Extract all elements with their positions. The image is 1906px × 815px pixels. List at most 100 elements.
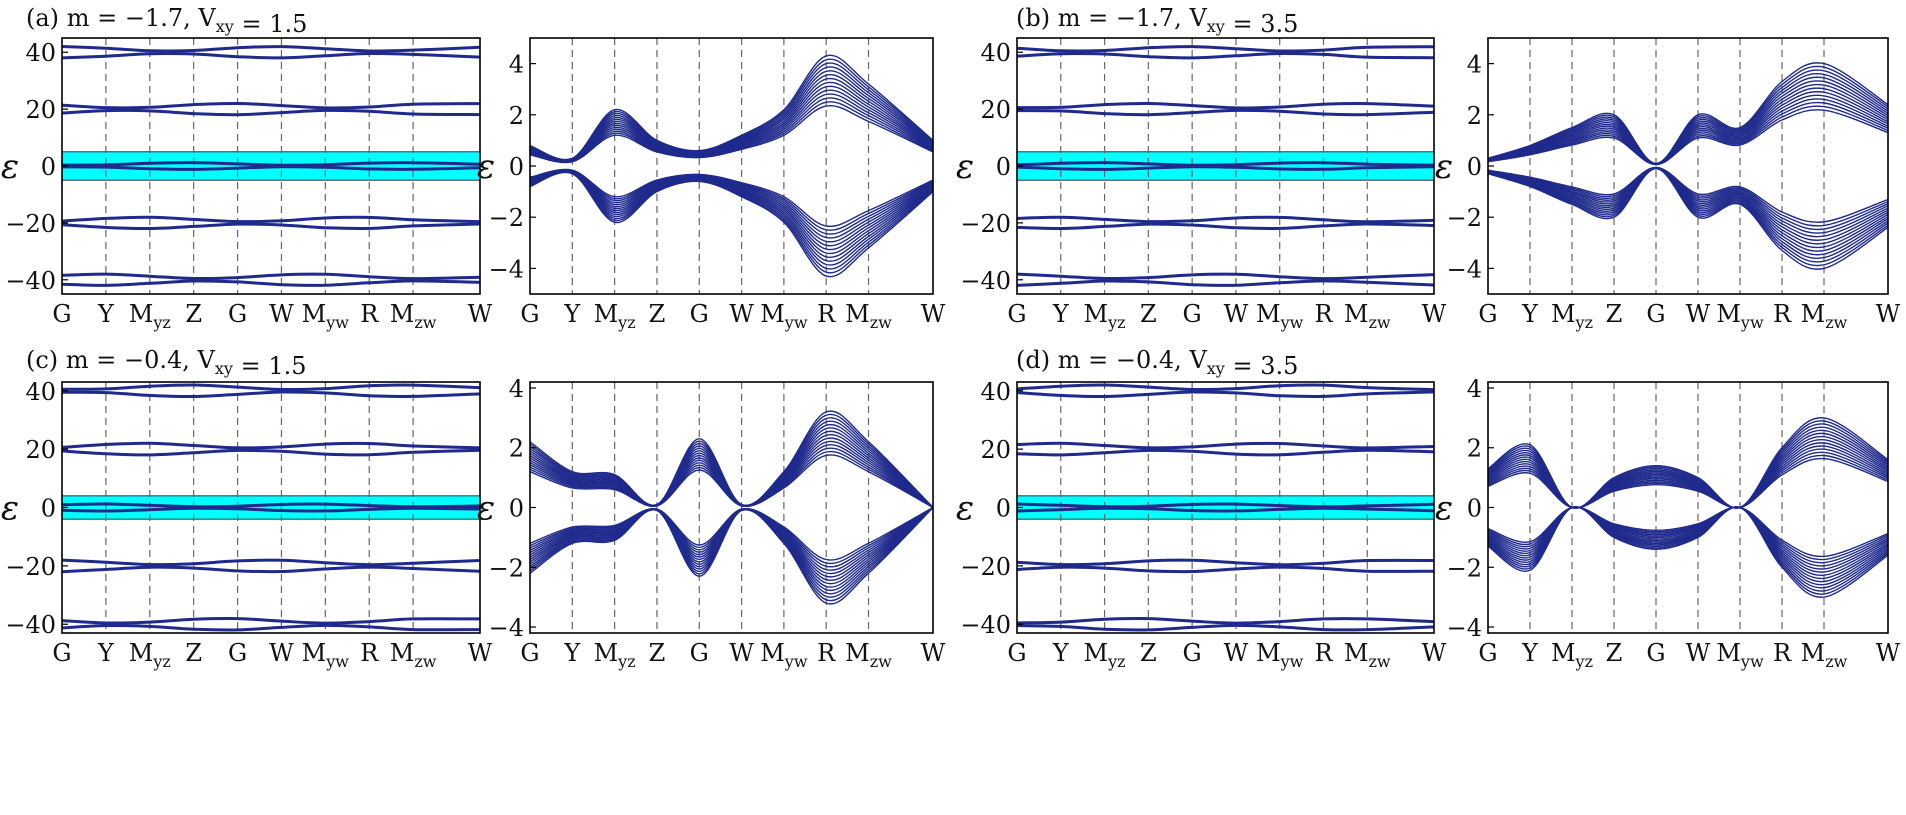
x-tick-label: Z — [649, 639, 666, 667]
band-line — [61, 502, 481, 509]
valence-band-line — [529, 506, 934, 561]
x-tick-label: G — [1478, 639, 1497, 667]
y-axis-label: ε — [1, 489, 19, 529]
x-tick-label: Y — [97, 300, 115, 328]
x-tick-label: Mzw — [1344, 300, 1391, 332]
band-line — [1016, 161, 1435, 167]
y-tick-label: −20 — [5, 553, 56, 581]
valence-band-line — [1487, 166, 1889, 234]
y-tick-label: 0 — [41, 153, 56, 181]
y-axis-label: ε — [1, 147, 19, 187]
y-tick-label: −4 — [1447, 614, 1482, 642]
x-tick-label: R — [1773, 300, 1792, 328]
conduction-band-line — [529, 104, 934, 164]
x-tick-label: G — [520, 300, 539, 328]
valence-band-line — [1487, 166, 1889, 227]
y-tick-label: 4 — [1467, 51, 1482, 79]
x-tick-label: Mzw — [845, 300, 892, 332]
y-tick-label: 0 — [996, 495, 1011, 523]
valence-band-line — [529, 506, 934, 565]
band-line — [61, 390, 481, 399]
x-tick-label: Mzw — [390, 300, 437, 332]
band-line — [61, 506, 481, 513]
x-tick-label: Myz — [129, 300, 171, 332]
x-tick-label: G — [690, 639, 709, 667]
y-tick-label: 2 — [509, 435, 524, 463]
plot-frame — [1487, 37, 1889, 295]
x-tick-label: W — [468, 300, 493, 328]
y-tick-label: −40 — [960, 267, 1011, 295]
band-line — [61, 383, 481, 392]
conduction-band-line — [1487, 457, 1889, 509]
x-tick-label: W — [468, 639, 493, 667]
conduction-band-line — [1487, 98, 1889, 166]
x-tick-label: Y — [1052, 300, 1070, 328]
band-line — [61, 45, 481, 53]
x-tick-label: W — [729, 300, 754, 328]
conduction-band-line — [529, 101, 934, 163]
y-tick-label: 0 — [996, 153, 1011, 181]
valence-band-line — [529, 506, 934, 571]
x-tick-label: R — [817, 639, 836, 667]
band-line — [1016, 279, 1435, 287]
conduction-band-line — [529, 450, 934, 509]
band-line — [61, 165, 481, 171]
x-tick-label: Y — [1521, 300, 1539, 328]
band-line — [1016, 623, 1435, 632]
y-tick-label: 0 — [1467, 153, 1482, 181]
y-tick-label: −40 — [960, 611, 1011, 639]
x-tick-label: Myw — [1256, 639, 1304, 671]
y-tick-label: 20 — [980, 96, 1011, 124]
band-line — [1016, 506, 1435, 513]
x-tick-label: W — [1686, 300, 1711, 328]
band-line — [61, 441, 481, 450]
valence-band-line — [529, 168, 934, 228]
x-tick-label: G — [52, 639, 71, 667]
y-tick-label: −4 — [1447, 255, 1482, 283]
band-line — [1016, 565, 1435, 574]
conduction-band-line — [529, 440, 934, 509]
x-tick-label: Z — [185, 300, 202, 328]
x-tick-label: G — [1183, 639, 1202, 667]
x-tick-label: G — [1183, 300, 1202, 328]
x-tick-label: W — [1422, 300, 1447, 328]
y-tick-label: 4 — [509, 375, 524, 403]
valence-band-line — [1487, 166, 1889, 223]
y-tick-label: 0 — [1467, 495, 1482, 523]
y-tick-label: −2 — [489, 204, 524, 232]
band-line — [1016, 441, 1435, 450]
x-tick-label: W — [269, 300, 294, 328]
y-tick-label: −20 — [960, 553, 1011, 581]
valence-band-line — [529, 169, 934, 231]
band-line — [61, 272, 481, 281]
y-axis-label: ε — [1435, 489, 1453, 529]
band-line — [1016, 45, 1435, 53]
x-tick-label: W — [1876, 639, 1901, 667]
valence-band-line — [529, 506, 934, 568]
plot-frame — [529, 381, 934, 634]
x-tick-label: Mzw — [845, 639, 892, 671]
valence-band-line — [1487, 506, 1889, 592]
x-tick-label: W — [1224, 300, 1249, 328]
y-tick-label: −4 — [489, 255, 524, 283]
x-tick-label: Z — [185, 639, 202, 667]
x-tick-label: G — [520, 639, 539, 667]
band-line — [61, 616, 481, 625]
panel-title: (a) m = −1.7, Vxy = 1.5 — [26, 4, 307, 38]
x-tick-label: Myz — [1084, 639, 1126, 671]
band-line — [1016, 502, 1435, 509]
x-tick-label: Myw — [302, 639, 350, 671]
plot-frame — [529, 37, 934, 295]
x-tick-label: Myw — [1716, 639, 1764, 671]
y-tick-label: 0 — [509, 495, 524, 523]
y-tick-label: 4 — [1467, 375, 1482, 403]
x-tick-label: W — [269, 639, 294, 667]
y-tick-label: 40 — [980, 39, 1011, 67]
band-line — [1016, 108, 1435, 117]
conduction-band-line — [1487, 105, 1889, 166]
x-tick-label: Mzw — [1801, 300, 1848, 332]
